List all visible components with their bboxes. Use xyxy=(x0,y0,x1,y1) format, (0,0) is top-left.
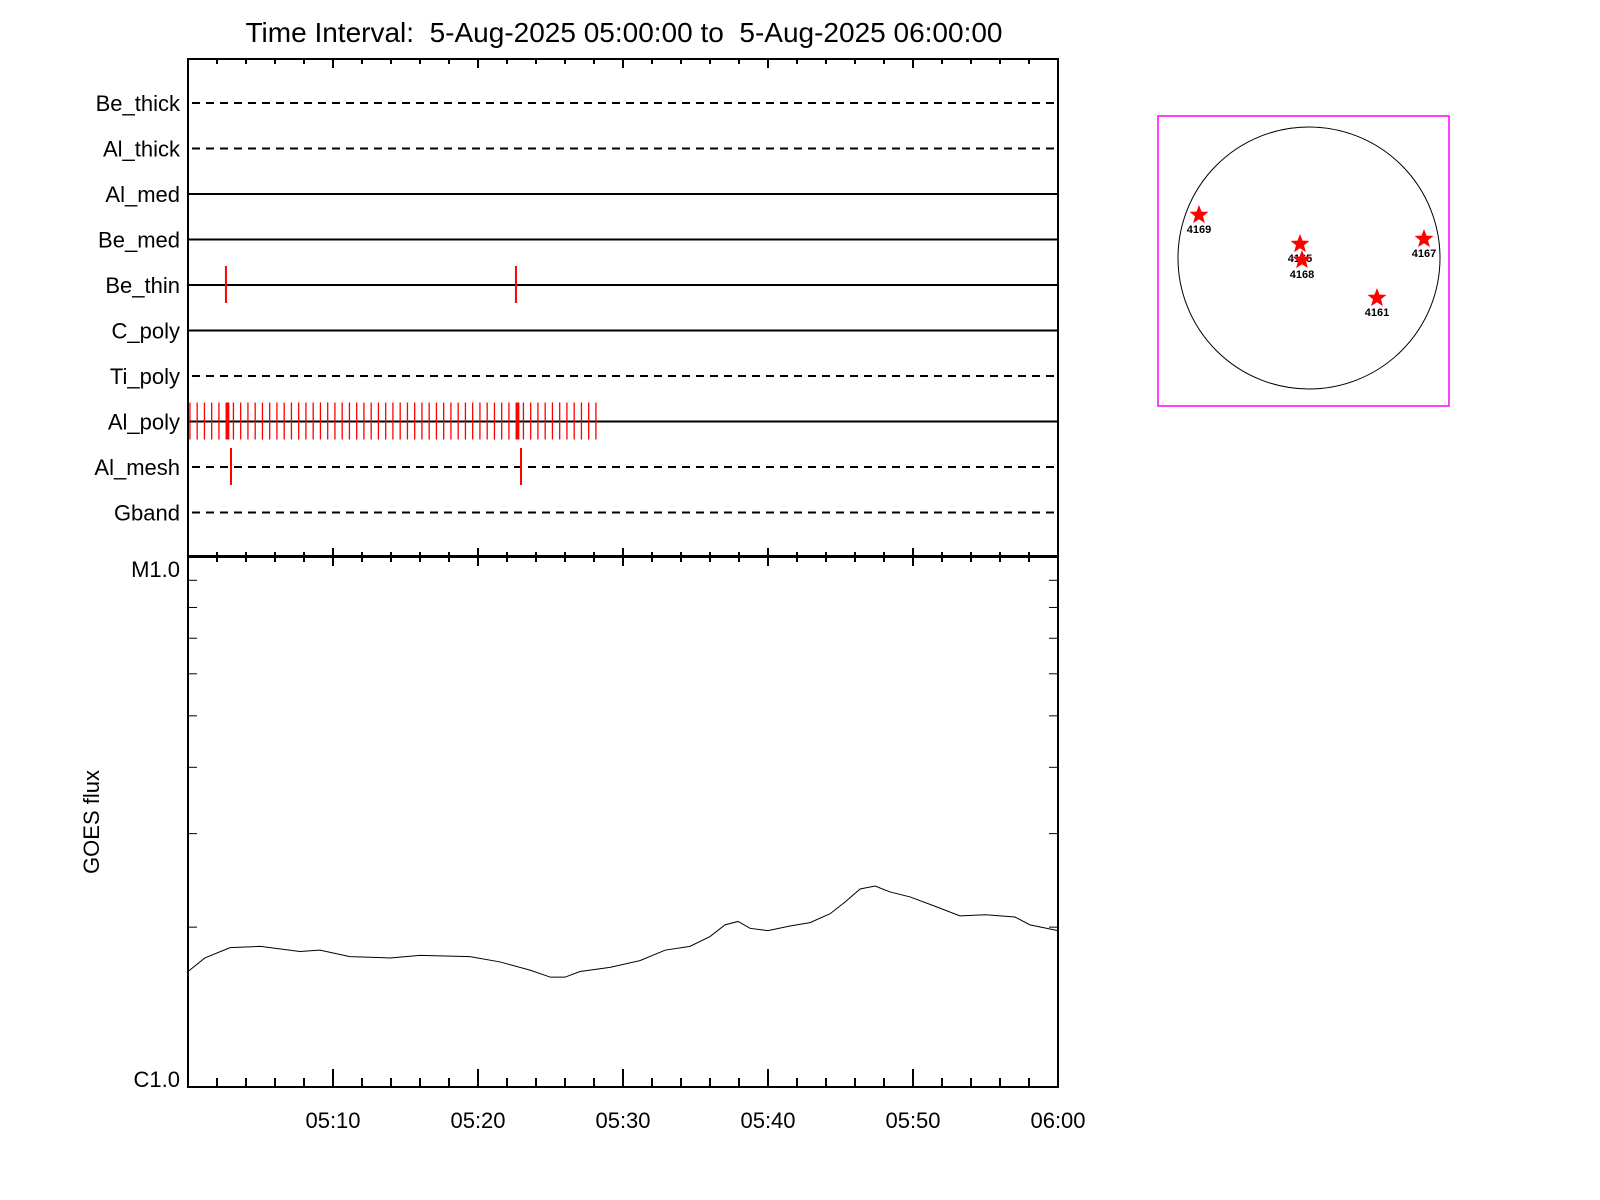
xtick-label: 05:20 xyxy=(450,1108,505,1133)
region-star-icon xyxy=(1367,288,1387,307)
detector-timeline-panel: Be_thick Al_thick Al_med Be_med Be_thin C_pol… xyxy=(94,58,1059,566)
row-label: C_poly xyxy=(112,319,180,344)
ytick-label-c1: C1.0 xyxy=(134,1067,180,1092)
solar-disk-map: 41694165416841674161 xyxy=(1157,115,1450,407)
region-label: 4168 xyxy=(1290,269,1314,281)
solar-limb xyxy=(1177,126,1441,390)
xtick-label: 05:50 xyxy=(885,1108,940,1133)
row-label: Gband xyxy=(114,501,180,526)
region-label: 4167 xyxy=(1412,248,1436,260)
region-star-icon xyxy=(1292,250,1312,269)
xtick-label: 05:30 xyxy=(595,1108,650,1133)
row-label: Al_med xyxy=(105,182,180,207)
region-star-icon xyxy=(1290,234,1310,253)
region-label: 4169 xyxy=(1187,224,1211,236)
row-label: Be_med xyxy=(98,228,180,253)
panel-frame xyxy=(187,555,1059,1088)
region-star-icon xyxy=(1189,205,1209,224)
y-axis-label: GOES flux xyxy=(79,770,104,874)
row-label: Ti_poly xyxy=(110,364,180,389)
xtick-label: 05:10 xyxy=(305,1108,360,1133)
goes-flux-line xyxy=(187,885,1059,978)
chart-title: Time Interval: 5-Aug-2025 05:00:00 to 5-… xyxy=(245,17,1002,48)
row-label: Al_thick xyxy=(103,137,181,162)
xtick-label: 06:00 xyxy=(1030,1108,1085,1133)
row-label: Al_poly xyxy=(108,410,180,435)
goes-flux-panel: 05:10 05:20 05:30 05:40 05:50 06:00 xyxy=(187,555,1086,1133)
region-star-icon xyxy=(1414,229,1434,248)
row-label: Be_thin xyxy=(105,273,180,298)
region-label: 4161 xyxy=(1365,307,1389,319)
row-label: Be_thick xyxy=(96,91,181,116)
ytick-label-m1: M1.0 xyxy=(131,557,180,582)
row-label: Al_mesh xyxy=(94,455,180,480)
map-frame xyxy=(1157,115,1450,407)
xtick-label: 05:40 xyxy=(740,1108,795,1133)
panel-frame xyxy=(187,58,1059,558)
